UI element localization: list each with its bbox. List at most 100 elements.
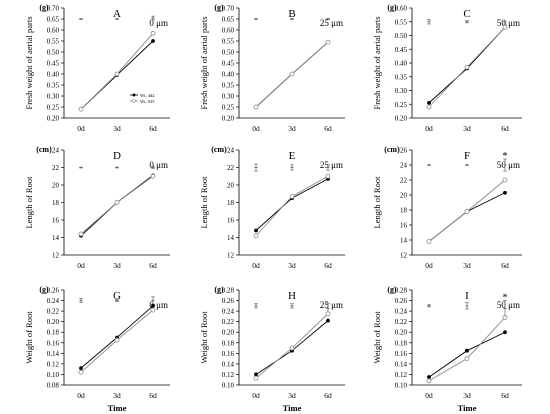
- panel-h-unit: (g): [214, 285, 224, 294]
- panel-i-y-tick-label: 0.22: [395, 318, 408, 326]
- panel-i-x-tick-label: 6d: [501, 391, 509, 400]
- panel-g-y-tick-label: 0.10: [47, 371, 60, 379]
- panel-h-y-tick-label: 0.22: [222, 318, 235, 326]
- panel-g-y-tick-label: 0.24: [47, 297, 60, 305]
- panel-b-concentration: 25 μm: [320, 18, 343, 28]
- panel-i-x-title: Time: [458, 403, 477, 413]
- panel-c-series-1-point: [427, 100, 431, 105]
- panel-b-y-tick-label: 0.60: [222, 27, 235, 35]
- panel-a-y-tick-label: 0.65: [47, 16, 60, 24]
- panel-f-significance-star: *: [503, 151, 508, 162]
- panel-h-x-tick-label: 6d: [324, 391, 332, 400]
- panel-d-concentration: 0 μm: [149, 160, 168, 170]
- panel-f-y-tick-label: 24: [400, 162, 408, 170]
- panel-g-series-2-point: [150, 307, 156, 313]
- panel-g-concentration: 0 μm: [149, 300, 168, 310]
- panel-e-series-2-point: [325, 173, 331, 179]
- panel-i-y-tick-label: 0.18: [395, 339, 408, 347]
- panel-c-concentration: 50 μm: [497, 18, 520, 28]
- panel-b-y-tick-label: 0.40: [222, 71, 235, 79]
- legend-marker-series-2: [132, 99, 136, 103]
- panel-e-y-tick-label: 12: [227, 252, 235, 260]
- panel-g-x-tick-label: 0d: [77, 391, 85, 400]
- panel-d-y-tick-label: 16: [52, 217, 60, 225]
- panel-d-series-2-point: [78, 231, 84, 237]
- panel-e-unit: (cm): [211, 145, 227, 154]
- panel-e-label: E: [289, 150, 296, 162]
- panel-e-x-tick-label: 3d: [288, 261, 296, 270]
- panel-f-x-tick-label: 3d: [463, 261, 471, 270]
- panel-g-label: G: [113, 290, 121, 302]
- panel-d-series-2-point: [150, 173, 156, 179]
- panel-i-y-tick-label: 0.12: [395, 371, 408, 379]
- panel-h-y-tick-label: 0.12: [222, 371, 235, 379]
- panel-b-y-tick-label: 0.65: [222, 16, 235, 24]
- panel-e-series-2-line: [255, 175, 329, 237]
- panel-c-y-tick-label: 0.25: [395, 101, 408, 109]
- panel-h-y-tick-label: 0.14: [222, 360, 235, 368]
- panel-g-series-2-point: [78, 369, 84, 375]
- panel-c-y-tick-label: 0.40: [395, 60, 408, 68]
- panel-a-x-tick-label: 6d: [149, 124, 157, 133]
- panel-e-x-tick-label: 6d: [324, 261, 332, 270]
- panel-h-y-tick-label: 0.10: [222, 382, 235, 390]
- legend-label-series-1: Wt, 4d2: [140, 93, 155, 99]
- panel-e-x-tick-label: 0d: [252, 261, 260, 270]
- panel-h-series-2-point: [289, 345, 295, 351]
- panel-e-y-tick-label: 18: [227, 199, 235, 207]
- panel-g-y-title: Weight of Root: [24, 311, 34, 364]
- panel-g-x-tick-label: 6d: [149, 391, 157, 400]
- panel-i-y-tick-label: 0.24: [395, 308, 408, 316]
- panel-b-y-tick-label: 0.55: [222, 38, 235, 46]
- panel-a-y-tick-label: 0.35: [47, 82, 60, 90]
- panel-i-label: I: [465, 290, 469, 302]
- panel-i-y-tick-label: 0.10: [395, 382, 408, 390]
- panel-h-x-tick-label: 3d: [288, 391, 296, 400]
- panel-i-concentration: 50 μm: [497, 300, 520, 310]
- panel-b-series-2-point: [325, 39, 331, 45]
- panel-g-x-tick-label: 3d: [113, 391, 121, 400]
- panel-h-series-1-point: [326, 318, 330, 323]
- panel-b-x-tick-label: 3d: [288, 124, 296, 133]
- panel-c-label: C: [463, 8, 470, 20]
- panel-g-unit: (g): [39, 285, 49, 294]
- panel-f-x-tick-label: 0d: [425, 261, 433, 270]
- panel-f-label: F: [464, 150, 470, 162]
- panel-a-series-2-point: [150, 30, 156, 36]
- panel-h-y-tick-label: 0.18: [222, 339, 235, 347]
- panel-d-y-tick-label: 18: [52, 199, 60, 207]
- panel-d-y-tick-label: 12: [52, 252, 60, 260]
- panel-g-y-tick-label: 0.20: [47, 318, 60, 326]
- panel-e-series-2-point: [253, 233, 259, 239]
- panel-a-series-2-point: [78, 106, 84, 112]
- panel-a-y-tick-label: 0.45: [47, 60, 60, 68]
- panel-h-y-tick-label: 0.20: [222, 329, 235, 337]
- panel-f-x-tick-label: 6d: [501, 261, 509, 270]
- panel-i-series-1-point: [427, 375, 431, 379]
- panel-a-y-tick-label: 0.40: [47, 71, 60, 79]
- legend-label-series-2: Wt, 025: [140, 99, 155, 105]
- panel-b-unit: (g): [214, 3, 224, 12]
- panel-h-x-tick-label: 0d: [252, 391, 260, 400]
- panel-d-series-2-point: [114, 200, 120, 205]
- panel-e-y-tick-label: 20: [227, 182, 235, 190]
- panel-d-x-tick-label: 0d: [77, 261, 85, 270]
- panel-b-x-tick-label: 0d: [252, 124, 260, 133]
- panel-a-x-tick-label: 0d: [77, 124, 85, 133]
- panel-b-y-tick-label: 0.50: [222, 49, 235, 57]
- legend-marker-series-1: [132, 93, 136, 97]
- panel-h-concentration: 25 μm: [320, 300, 343, 310]
- panel-f-y-title: Length of Root: [372, 176, 382, 229]
- panel-i-series-1-line: [428, 331, 506, 378]
- panel-i-significance-star: *: [503, 292, 508, 303]
- panel-b-x-tick-label: 6d: [324, 124, 332, 133]
- panel-e-y-tick-label: 14: [227, 234, 235, 242]
- panel-i-series-1-point: [465, 348, 469, 353]
- panel-a-y-tick-label: 0.70: [47, 5, 60, 13]
- panel-f-series-2-point: [502, 177, 508, 183]
- panel-e-y-title: Length of Root: [199, 176, 209, 229]
- panel-b-y-tick-label: 0.45: [222, 60, 235, 68]
- panel-b-series-2-point: [253, 104, 259, 110]
- panel-e-series-1-line: [255, 178, 329, 231]
